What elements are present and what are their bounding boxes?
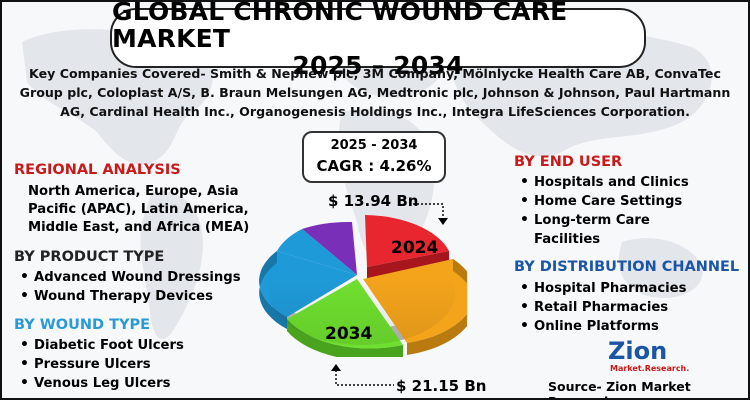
list-item: Venous Leg Ulcers (14, 374, 284, 393)
title-line-2: 2025 – 2034 (292, 50, 464, 80)
list-item: Online Platforms (514, 317, 744, 336)
regional-analysis-heading: REGIONAL ANALYSIS (14, 162, 181, 178)
logo-main-text: Zion (608, 337, 668, 365)
value-2024-label: $ 13.94 Bn (328, 192, 419, 210)
list-item: Hospitals and Clinics (514, 173, 744, 192)
key-companies-text: Key Companies Covered- Smith & Nephew pl… (19, 66, 731, 119)
regional-analysis-section: REGIONAL ANALYSIS North America, Europe,… (14, 160, 284, 237)
cagr-years: 2025 - 2034 (330, 138, 418, 153)
pie-chart-3d: 2024 2034 (259, 215, 467, 357)
title-box: GLOBAL CHRONIC WOUND CARE MARKET 2025 – … (110, 2, 646, 79)
distribution-channel-list: Hospital Pharmacies Retail Pharmacies On… (514, 279, 744, 336)
cagr-box: 2025 - 2034 CAGR : 4.26% (302, 131, 446, 183)
end-user-section: BY END USER Hospitals and Clinics Home C… (514, 152, 744, 249)
product-type-section: BY PRODUCT TYPE Advanced Wound Dressings… (14, 247, 284, 306)
list-item: Long-term Care Facilities (514, 211, 664, 249)
pie-slice-red (365, 215, 449, 267)
list-item: Retail Pharmacies (514, 298, 744, 317)
distribution-channel-section: BY DISTRIBUTION CHANNEL Hospital Pharmac… (514, 257, 744, 336)
product-type-list: Advanced Wound Dressings Wound Therapy D… (14, 268, 284, 306)
wound-type-list: Diabetic Foot Ulcers Pressure Ulcers Ven… (14, 336, 284, 393)
pie-slice-purple (302, 221, 357, 275)
title-line-1: GLOBAL CHRONIC WOUND CARE MARKET (112, 0, 568, 53)
list-item: Advanced Wound Dressings (14, 268, 284, 287)
regional-analysis-text: North America, Europe, Asia Pacific (APA… (28, 184, 250, 235)
pie-label-2034: 2034 (325, 324, 372, 344)
wound-type-section: BY WOUND TYPE Diabetic Foot Ulcers Press… (14, 315, 284, 393)
source-text: Source- Zion Market Research (548, 379, 691, 398)
value-2034-leader (331, 364, 394, 386)
end-user-list: Hospitals and Clinics Home Care Settings… (514, 173, 744, 249)
value-2034-label: $ 21.15 Bn (396, 377, 487, 395)
cagr-value: CAGR : 4.26% (316, 157, 432, 175)
wound-type-heading: BY WOUND TYPE (14, 317, 151, 333)
end-user-heading: BY END USER (514, 154, 623, 170)
list-item: Diabetic Foot Ulcers (14, 336, 284, 355)
list-item: Hospital Pharmacies (514, 279, 744, 298)
product-type-heading: BY PRODUCT TYPE (14, 249, 165, 265)
list-item: Home Care Settings (514, 192, 744, 211)
list-item: Wound Therapy Devices (14, 287, 284, 306)
logo-sub-text: Market.Research. (610, 364, 690, 373)
distribution-channel-heading: BY DISTRIBUTION CHANNEL (514, 259, 740, 275)
zion-logo: Zion Market.Research. (608, 337, 689, 382)
list-item: Pressure Ulcers (14, 355, 284, 374)
value-2024-leader (409, 203, 448, 225)
pie-label-2024: 2024 (391, 238, 438, 258)
